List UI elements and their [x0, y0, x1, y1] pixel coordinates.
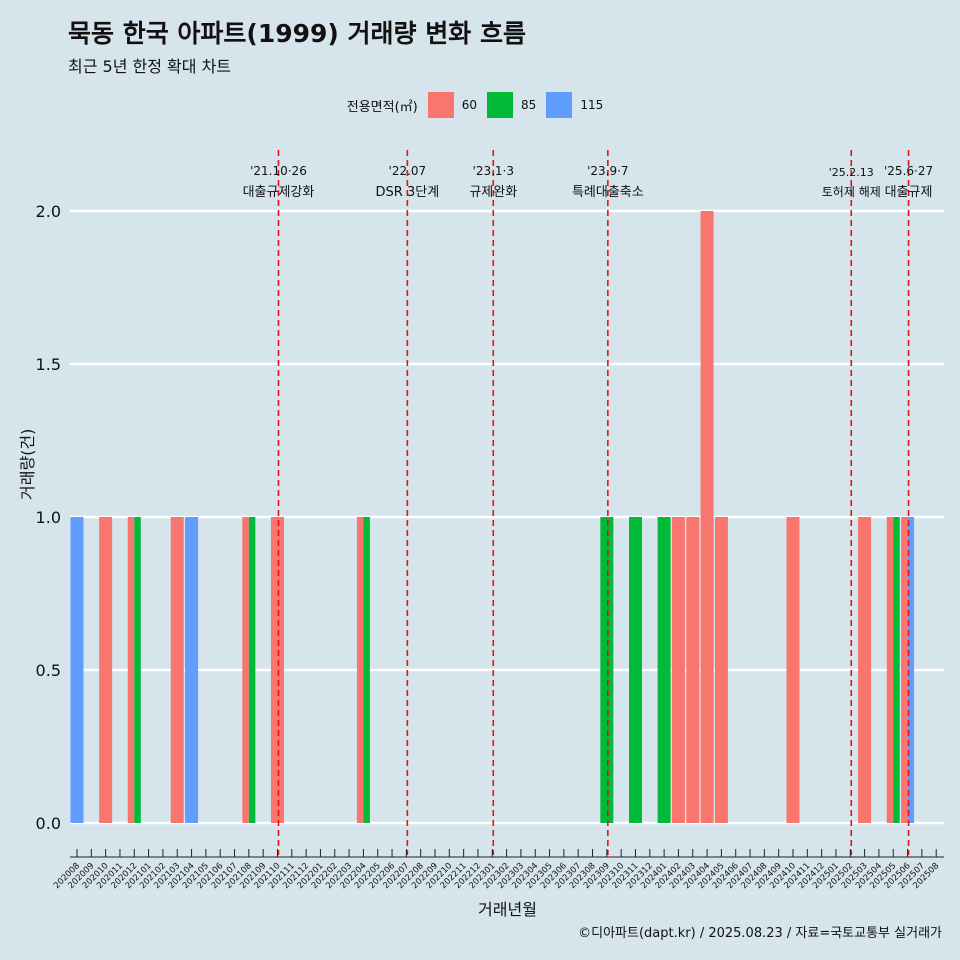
bar-60-202012	[127, 517, 135, 823]
bar-60-202410	[786, 517, 800, 823]
bar-60-202204	[356, 517, 364, 823]
bar-60-202108	[242, 517, 249, 823]
legend-item-115: 115	[546, 92, 607, 118]
event-date-label: '21.10·26	[250, 164, 307, 178]
bar-85-202309	[600, 517, 614, 823]
legend-label-60: 60	[461, 98, 478, 112]
y-tick-label: 0.0	[36, 814, 61, 833]
y-tick-label: 1.0	[36, 508, 61, 527]
legend-item-85: 85	[487, 92, 540, 118]
bar-85-202505	[893, 517, 900, 823]
y-tick-label: 0.5	[36, 661, 61, 680]
chart-subtitle: 최근 5년 한정 확대 차트	[68, 57, 232, 76]
bar-115-202506	[907, 517, 915, 823]
event-name-label: 토허제 해제	[822, 185, 881, 199]
legend: 전용면적(㎡) 60 85 115	[0, 92, 960, 118]
bar-60-202402	[671, 517, 685, 823]
y-tick-label: 2.0	[36, 202, 61, 221]
bar-115-202008	[70, 517, 84, 823]
bar-85-202012	[134, 517, 141, 823]
legend-key-115	[546, 92, 573, 118]
bar-85-202401	[657, 517, 671, 823]
event-date-label: '22.07	[389, 164, 427, 178]
event-name-label: DSR 3단계	[376, 185, 440, 200]
bar-60-202505	[886, 517, 894, 823]
y-axis-label: 거래량(건)	[18, 428, 37, 500]
bar-60-202010	[99, 517, 113, 823]
legend-key-60	[427, 92, 454, 118]
event-name-label: 대출규제	[885, 185, 933, 200]
bar-85-202204	[363, 517, 370, 823]
legend-label-115: 115	[580, 98, 604, 112]
y-tick-label: 1.5	[36, 355, 61, 374]
event-name-label: 규제완화	[469, 185, 517, 200]
event-date-label: '23.9·7	[587, 164, 628, 178]
bar-60-202404	[700, 211, 714, 823]
chart-caption: ©디아파트(dapt.kr) / 2025.08.23 / 자료=국토교통부 실…	[578, 926, 942, 941]
legend-key-85	[487, 92, 514, 118]
bar-60-202403	[686, 517, 700, 823]
event-name-label: 특례대출축소	[572, 185, 644, 200]
bar-60-202110	[270, 517, 284, 823]
event-date-label: '25.6·27	[884, 164, 933, 178]
bar-60-202405	[714, 517, 728, 823]
bar-85-202108	[248, 517, 256, 823]
bar-60-202503	[858, 517, 872, 823]
event-name-label: 대출규제강화	[243, 185, 315, 200]
bar-115-202104	[185, 517, 199, 823]
bar-60-202506	[901, 517, 908, 823]
legend-label-85: 85	[521, 98, 537, 112]
event-date-label: '25.2.13	[829, 166, 874, 179]
bar-60-202103	[170, 517, 184, 823]
legend-item-60: 60	[427, 92, 481, 118]
bar-85-202311	[628, 517, 642, 823]
x-axis-label: 거래년월	[478, 900, 537, 919]
chart-title: 묵동 한국 아파트(1999) 거래량 변화 흐름	[68, 19, 526, 48]
legend-title: 전용면적(㎡)	[346, 99, 418, 115]
event-date-label: '23.1·3	[473, 164, 514, 178]
